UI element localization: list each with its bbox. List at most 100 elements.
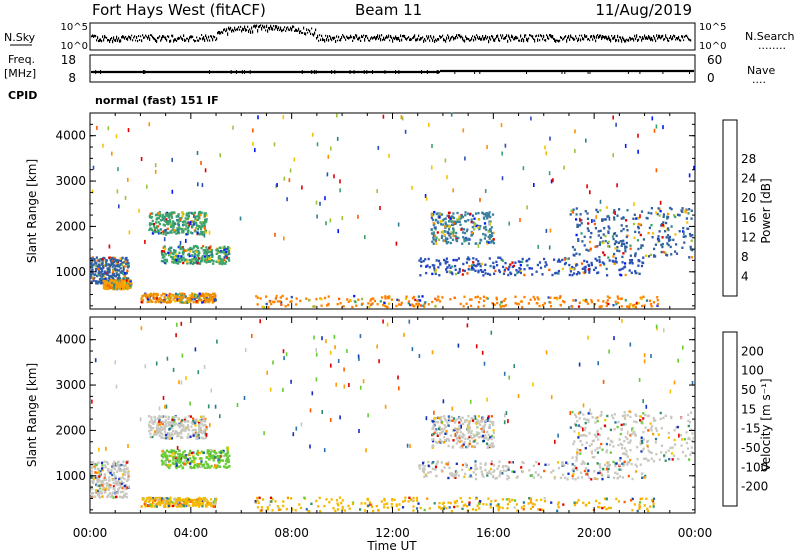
echo-cell [119,263,122,266]
echo-cell [99,480,102,483]
echo-cell [578,224,581,227]
echo-cell [113,260,117,263]
echo-cell [459,302,462,306]
echo-cell [149,496,152,499]
echo-cell [660,224,663,227]
echo-cell [225,454,228,457]
echo-cell [438,300,442,303]
echo-cell [163,300,166,303]
echo-cell [156,426,159,429]
nsky-point [275,25,277,29]
echo-cell [561,267,564,271]
echo-cell [658,214,661,217]
echo-cell [178,456,181,460]
echo-cell [189,457,192,460]
nsky-point [352,39,354,42]
echo-cell [113,474,116,477]
nsky-point [168,35,170,39]
echo-cell [454,258,458,262]
nsky-point [164,36,166,39]
nsky-point [464,39,466,43]
echo-cell [581,460,584,463]
nsky-point [349,36,351,39]
echo-cell [104,277,107,280]
nsky-point [610,39,612,43]
nsky-point [506,34,508,37]
echo-cell [642,238,645,241]
echo-cell [586,217,590,220]
echo-cell [440,440,443,443]
echo-cell [177,228,179,233]
echo-cell [102,274,105,277]
echo-cell [632,222,636,226]
echo-cell [164,297,167,300]
nsky-point [255,25,257,29]
echo-cell [115,271,118,274]
echo-cell [163,230,166,233]
echo-cell [92,475,95,478]
echo-cell [173,420,176,423]
echo-cell [186,461,189,464]
echo-cell [260,509,263,512]
echo-cell [168,253,171,256]
echo-cell [339,302,342,305]
echo-cell [654,255,657,258]
echo-cell [191,292,194,295]
echo-cell [123,477,126,481]
nsky-point [488,39,490,44]
echo-cell [205,427,208,430]
echo-cell [101,464,104,467]
echo-cell [222,262,226,265]
nsky-point [446,36,448,40]
echo-cell [632,305,635,308]
echo-cell [119,257,122,260]
echo-cell [111,256,114,260]
echo-cell [254,500,257,503]
echo-cell [162,427,165,430]
echo-cell [466,212,469,215]
echo-cell [178,422,181,425]
echo-cell [170,216,174,219]
echo-cell [667,215,670,219]
echo-cell [118,287,122,291]
echo-cell [168,437,172,440]
echo-cell [114,482,117,485]
echo-cell [391,498,394,501]
echo-cell [351,305,354,309]
echo-cell [224,454,227,457]
echo-cell [206,452,209,455]
echo-cell [110,262,113,265]
echo-cell [501,465,505,469]
echo-cell [523,268,526,271]
echo-cell [620,229,623,233]
echo-cell [446,438,449,441]
echo-cell [185,249,188,252]
echo-cell [183,450,186,453]
echo-cell [413,305,416,308]
echo-cell [608,227,611,230]
nsky-point [498,37,500,42]
echo-cell [489,228,492,231]
echo-cell [563,262,567,266]
echo-cell [631,497,634,501]
echo-cell [91,487,94,491]
echo-cell [491,442,494,445]
nsky-point [342,34,344,36]
echo-cell [457,220,460,223]
freq-point [313,70,315,74]
echo-cell [384,297,387,300]
nsky-point [546,34,548,37]
echo-cell [228,259,231,262]
echo-cell [164,415,167,418]
echo-cell [490,472,493,475]
echo-cell [113,460,116,463]
echo-cell [219,451,222,454]
nsky-point [144,36,146,39]
echo-cell [628,306,631,309]
echo-cell [477,300,481,304]
echo-cell [191,254,194,257]
echo-cell [165,293,168,297]
echo-cell [500,123,503,128]
echo-cell [486,446,489,449]
echo-cell [652,301,655,304]
